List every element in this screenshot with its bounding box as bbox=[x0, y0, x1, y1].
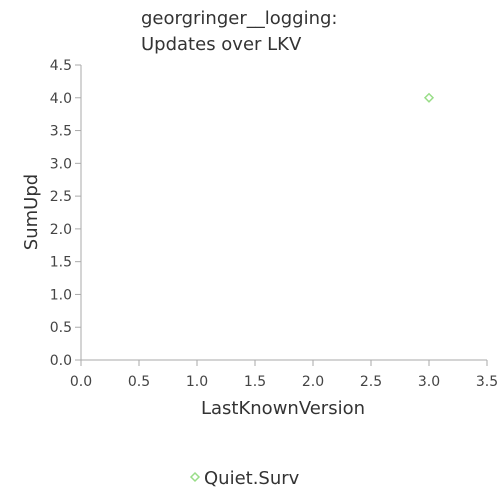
y-tick-label: 3.0 bbox=[50, 156, 72, 172]
y-axis-ticks: 0.0 0.5 1.0 1.5 2.0 2.5 3.0 3.5 4.0 4.5 bbox=[50, 58, 81, 369]
chart-title-line-1: georgringer__logging: bbox=[141, 8, 338, 29]
chart-title-line-2: Updates over LKV bbox=[141, 34, 302, 55]
y-tick-label: 0.5 bbox=[50, 320, 72, 336]
y-tick-label: 1.0 bbox=[50, 287, 72, 303]
y-tick-label: 3.5 bbox=[50, 124, 72, 140]
y-tick-label: 2.0 bbox=[50, 222, 72, 238]
y-tick-label: 0.0 bbox=[50, 353, 72, 369]
y-tick-label: 1.5 bbox=[50, 255, 72, 271]
data-points bbox=[423, 92, 435, 103]
legend-label: Quiet.Surv bbox=[204, 468, 300, 489]
x-axis-title: LastKnownVersion bbox=[201, 398, 365, 419]
data-point bbox=[423, 92, 435, 103]
legend-marker-diamond-icon bbox=[189, 471, 201, 483]
y-tick-label: 4.0 bbox=[50, 91, 72, 107]
x-tick-label: 0.0 bbox=[70, 374, 92, 390]
x-tick-label: 1.5 bbox=[244, 374, 266, 390]
x-tick-label: 1.0 bbox=[186, 374, 208, 390]
x-tick-label: 3.5 bbox=[476, 374, 498, 390]
x-axis-ticks: 0.0 0.5 1.0 1.5 2.0 2.5 3.0 3.5 bbox=[70, 360, 498, 390]
y-tick-label: 2.5 bbox=[50, 189, 72, 205]
x-tick-label: 2.5 bbox=[360, 374, 382, 390]
x-tick-label: 2.0 bbox=[302, 374, 324, 390]
legend: Quiet.Surv bbox=[189, 468, 300, 489]
x-tick-label: 3.0 bbox=[418, 374, 440, 390]
y-axis-title: SumUpd bbox=[21, 174, 42, 250]
y-tick-label: 4.5 bbox=[50, 58, 72, 74]
x-tick-label: 0.5 bbox=[128, 374, 150, 390]
